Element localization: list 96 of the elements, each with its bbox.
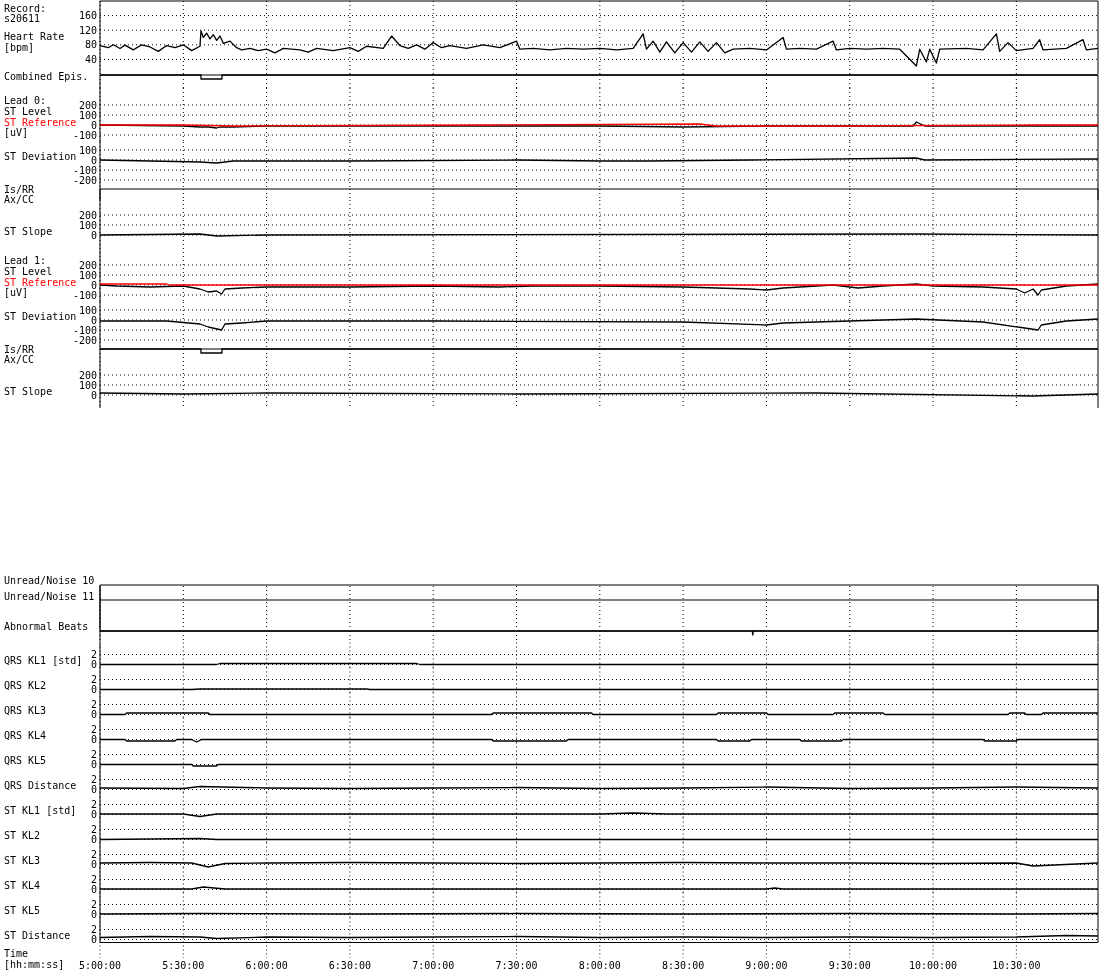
y-tick-label: 0 (90, 314, 97, 326)
x-tick-label: 5:30:00 (162, 959, 205, 970)
y-axis-title: Abnormal Beats (4, 620, 89, 632)
y-tick-label: 2 (90, 874, 97, 885)
y-tick-label: 2 (90, 924, 97, 935)
y-tick-label: 200 (78, 369, 97, 381)
y-axis-title: ST KL2 (4, 829, 41, 841)
y-tick-label: 2 (90, 799, 97, 810)
y-tick-label: 0 (90, 859, 97, 870)
y-tick-label: -200 (72, 334, 97, 346)
y-axis-title: QRS KL3 (4, 704, 47, 716)
text: ST Level (4, 105, 53, 117)
y-axis-title: Heart Rate [bpm] (4, 30, 65, 53)
y-tick-label: -100 (72, 164, 97, 176)
x-tick-label: 10:30:00 (992, 959, 1041, 970)
text: Unread/Noise 10 (4, 574, 95, 586)
y-tick-label: 2 (90, 849, 97, 860)
y-tick-label: 0 (90, 389, 97, 401)
y-tick-label: 40 (84, 53, 97, 65)
y-tick-label: 0 (90, 709, 97, 720)
y-tick-label: 2 (90, 724, 97, 735)
y-axis-title: [uV] (4, 286, 29, 298)
x-tick-label: 6:30:00 (328, 959, 371, 970)
chart-title: Record: (4, 2, 47, 14)
y-tick-label: 2 (90, 899, 97, 910)
x-tick-label: 9:30:00 (828, 959, 871, 970)
y-tick-label: 0 (90, 279, 97, 291)
y-axis-title: QRS KL4 (4, 729, 47, 741)
y-axis-title: ST KL3 (4, 854, 41, 866)
y-tick-label: 120 (78, 24, 97, 36)
x-tick-label: 8:00:00 (578, 959, 621, 970)
y-tick-label: -100 (72, 289, 97, 301)
y-tick-label: 0 (90, 834, 97, 845)
y-tick-label: 2 (90, 649, 97, 660)
y-tick-label: -200 (72, 174, 97, 186)
y-tick-label: 0 (90, 909, 97, 920)
y-tick-label: 2 (90, 749, 97, 760)
y-axis-title: Combined Epis. (4, 70, 89, 82)
text: Lead 0: (4, 94, 47, 106)
y-tick-label: 2 (90, 699, 97, 710)
text: Is/RR Ax/CC (4, 183, 36, 205)
y-axis-title: ST Slope (4, 225, 53, 237)
y-tick-label: 100 (78, 219, 97, 231)
y-tick-label: 0 (90, 884, 97, 895)
y-tick-label: 2 (90, 774, 97, 785)
y-tick-label: 100 (78, 109, 97, 121)
text: ST Reference (4, 276, 77, 288)
y-tick-label: 0 (90, 759, 97, 770)
y-tick-label: 200 (78, 259, 97, 271)
y-axis-title: Is/RR Ax/CC (4, 343, 36, 365)
y-tick-label: 100 (78, 304, 97, 316)
y-axis-title: QRS KL1 [std] (4, 654, 83, 666)
text: Unread/Noise 11 (4, 590, 95, 602)
y-tick-label: 0 (90, 229, 97, 241)
y-tick-label: 200 (78, 99, 97, 111)
x-tick-label: 9:00:00 (745, 959, 788, 970)
y-axis-title: ST Distance (4, 929, 71, 941)
y-axis-title: QRS KL2 (4, 679, 47, 691)
y-axis-title: ST KL1 [std] (4, 804, 77, 816)
y-tick-label: 100 (78, 379, 97, 391)
x-tick-label: 5:00:00 (78, 959, 122, 970)
y-tick-label: 2 (90, 674, 97, 685)
y-axis-title: QRS Distance (4, 779, 77, 791)
y-tick-label: 0 (90, 119, 97, 131)
x-tick-label: 10:00:00 (908, 959, 958, 970)
y-tick-label: 100 (78, 269, 97, 281)
x-tick-label: 8:30:00 (662, 959, 705, 970)
y-tick-label: 2 (90, 824, 97, 835)
y-tick-label: 0 (90, 659, 97, 670)
y-axis-title: [uV] (4, 126, 29, 138)
y-tick-label: 0 (90, 154, 97, 166)
x-tick-label: 7:00:00 (412, 959, 455, 970)
y-tick-label: 80 (84, 39, 97, 51)
y-tick-label: 0 (90, 934, 97, 945)
text: ST Level (4, 265, 53, 277)
y-tick-label: 200 (78, 209, 97, 221)
y-axis-title: ST Deviation (4, 310, 77, 322)
text: Lead 1: (4, 254, 47, 266)
y-axis-title: ST KL5 (4, 904, 41, 916)
y-tick-label: 0 (90, 809, 97, 820)
y-tick-label: 0 (90, 784, 97, 795)
x-tick-label: 6:00:00 (245, 959, 288, 970)
x-tick-label: 7:30:00 (495, 959, 538, 970)
y-axis-title: ST Slope (4, 385, 53, 397)
y-axis-title: ST Deviation (4, 150, 77, 162)
y-tick-label: -100 (72, 129, 97, 141)
y-tick-label: 160 (78, 10, 97, 22)
x-axis-title: Time [hh:mm:ss] (4, 947, 65, 970)
y-axis-title: ST KL4 (4, 879, 41, 891)
y-tick-label: 100 (78, 144, 97, 156)
y-axis-title: QRS KL5 (4, 754, 47, 766)
text: s20611 (4, 12, 41, 24)
y-tick-label: 0 (90, 734, 97, 745)
text: ST Reference (4, 116, 77, 128)
y-tick-label: -100 (72, 324, 97, 336)
y-tick-label: 0 (90, 684, 97, 695)
